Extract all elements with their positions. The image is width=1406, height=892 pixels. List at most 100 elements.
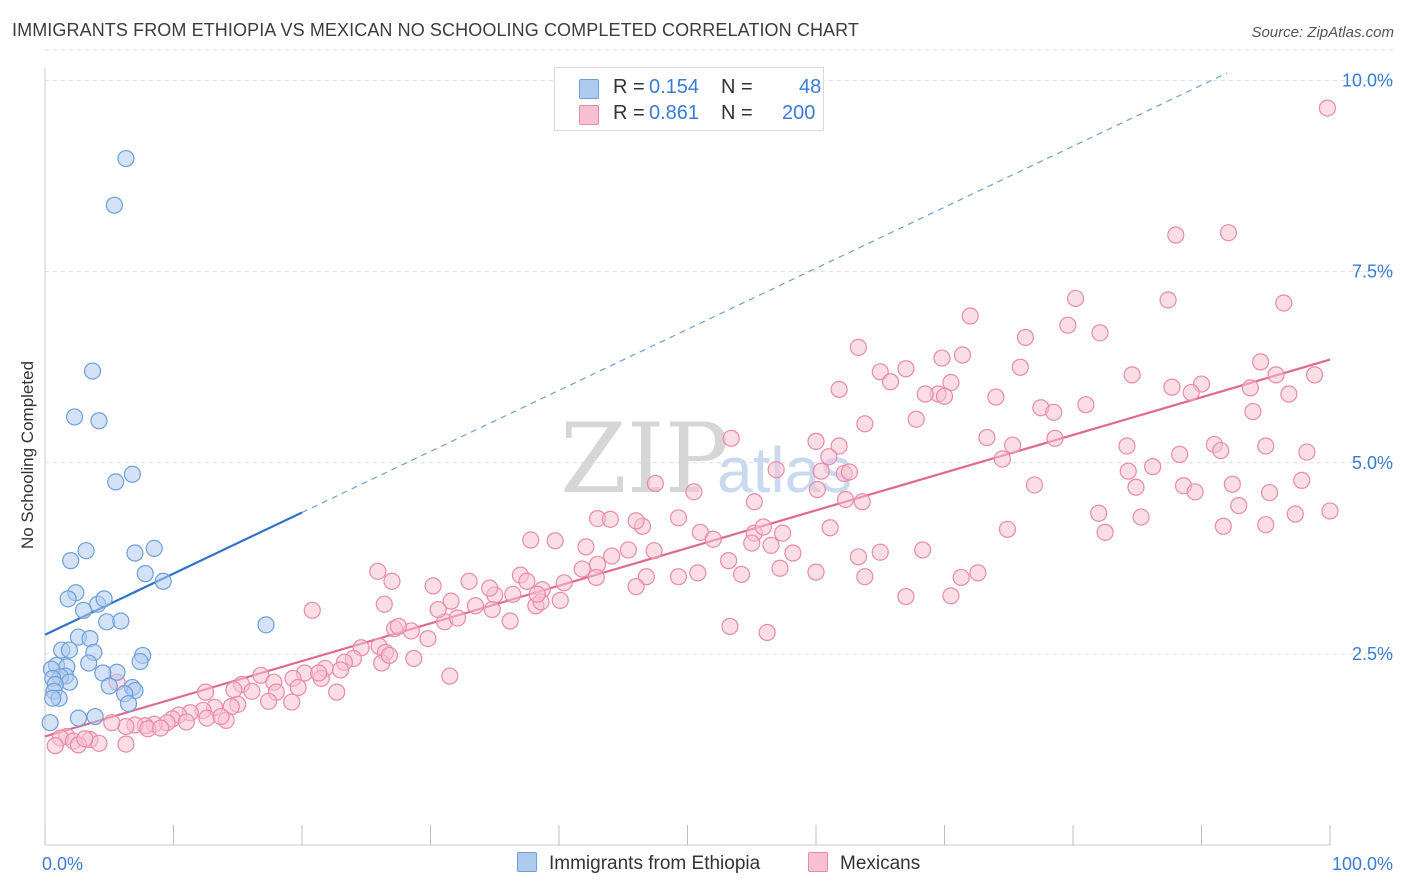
ethiopia-point <box>117 149 135 168</box>
y-tick-label: 7.5% <box>1352 262 1393 282</box>
y-tick-label: 2.5% <box>1352 644 1393 664</box>
mexicans-point <box>1182 383 1200 402</box>
ethiopia-point <box>136 565 154 583</box>
ethiopia-point <box>74 601 93 619</box>
mexicans-point <box>689 564 707 582</box>
mexicans-point <box>1298 443 1316 461</box>
mexicans-point <box>969 564 987 582</box>
ethiopia-point <box>60 641 79 659</box>
mexicans-point <box>1159 291 1177 309</box>
mexicans-point <box>460 572 478 590</box>
mexicans-point <box>1011 358 1029 376</box>
mexicans-point <box>601 510 620 528</box>
mexicans-point <box>1280 385 1298 403</box>
mexicans-point <box>840 463 859 481</box>
mexicans-point <box>1167 226 1185 244</box>
mexicans-point <box>1321 502 1339 520</box>
ethiopia-point <box>65 408 84 426</box>
mexicans-point <box>1212 441 1230 460</box>
mexicans-point <box>830 437 848 455</box>
mexicans-point <box>807 563 825 581</box>
mexicans-point <box>1132 508 1150 526</box>
mexicans-point <box>1257 437 1275 455</box>
ethiopia-point <box>100 677 118 695</box>
mexicans-point <box>1267 366 1285 384</box>
y-tick-labels: 2.5% 5.0% 7.5% 10.0% <box>1342 71 1393 664</box>
mexicans-point <box>46 737 64 755</box>
mexicans-point <box>197 683 215 701</box>
mexicans-point <box>441 667 459 685</box>
mexicans-point <box>1286 505 1304 523</box>
mexicans-point <box>721 617 739 635</box>
bottom-legend-label: Mexicans <box>840 853 921 874</box>
watermark-zip: ZIP <box>560 403 729 515</box>
mexicans-point <box>331 661 350 679</box>
ethiopia-point <box>62 552 80 570</box>
mexicans-point <box>916 385 934 403</box>
mexicans-point <box>704 530 722 548</box>
mexicans-point <box>504 585 522 603</box>
mexicans-point <box>856 568 874 586</box>
mexicans-point <box>685 483 703 501</box>
ethiopia-point <box>154 572 172 590</box>
mexicans-point <box>389 617 407 635</box>
legend-n-value: 48 <box>799 76 822 98</box>
source-label: Source: ZipAtlas.com <box>1251 24 1394 41</box>
mexicans-point <box>1059 316 1077 334</box>
mexicans-point <box>808 480 826 499</box>
mexicans-point <box>177 713 195 731</box>
mexicans-point <box>914 541 932 559</box>
mexicans-point <box>856 415 874 433</box>
mexicans-point <box>619 541 637 559</box>
mexicans-point <box>627 578 645 596</box>
mexicans-point <box>212 707 230 726</box>
ethiopia-point <box>145 539 163 558</box>
mexicans-point <box>935 387 954 405</box>
mexicans-point <box>978 428 996 447</box>
bottom-legend-swatch-mexicans <box>808 852 828 872</box>
mexicans-point <box>259 692 278 710</box>
mexicans-point <box>383 572 401 590</box>
mexicans-point <box>1305 366 1324 384</box>
mexicans-point <box>627 512 645 530</box>
mexicans-point <box>897 360 915 378</box>
mexicans-point <box>501 612 519 630</box>
bottom-legend-label: Immigrants from Ethiopia <box>549 853 761 874</box>
mexicans-point <box>754 518 772 536</box>
mexicans-point <box>871 543 889 561</box>
mexicans-point <box>933 349 951 367</box>
ethiopia-point <box>107 473 125 491</box>
mexicans-point <box>577 538 595 556</box>
mexicans-point <box>555 574 573 592</box>
mexicans-point <box>375 595 393 613</box>
mexicans-point <box>1090 504 1108 522</box>
legend: R = 0.154 N = 48 R = 0.861 N = 200 <box>554 67 824 131</box>
mexicans-point <box>871 363 889 381</box>
mexicans-point <box>987 388 1005 406</box>
mexicans-point <box>1066 289 1085 308</box>
mexicans-point <box>646 474 664 493</box>
grid-lines <box>45 49 1395 655</box>
ethiopia-point <box>126 544 144 562</box>
mexicans-point <box>1318 99 1337 117</box>
mexicans-point <box>669 509 688 527</box>
mexicans-point <box>743 534 761 552</box>
mexicans-point <box>573 560 591 578</box>
mexicans-point <box>466 597 485 615</box>
ethiopia-point <box>112 612 130 630</box>
ethiopia-point <box>257 616 275 634</box>
mexicans-point <box>830 380 848 399</box>
mexicans-point <box>1119 462 1137 480</box>
legend-n-label: N = <box>721 76 753 98</box>
axes <box>44 68 1331 846</box>
mexicans-point <box>722 429 740 447</box>
mexicans-point <box>243 682 261 700</box>
mexicans-point <box>117 735 135 753</box>
bottom-legend-swatch-ethiopia <box>517 852 537 872</box>
mexicans-point <box>897 587 915 606</box>
mexicans-point <box>1046 429 1064 447</box>
legend-r-label: R = <box>613 102 645 124</box>
mexicans-point <box>380 646 398 665</box>
mexicans-point <box>1045 403 1063 421</box>
